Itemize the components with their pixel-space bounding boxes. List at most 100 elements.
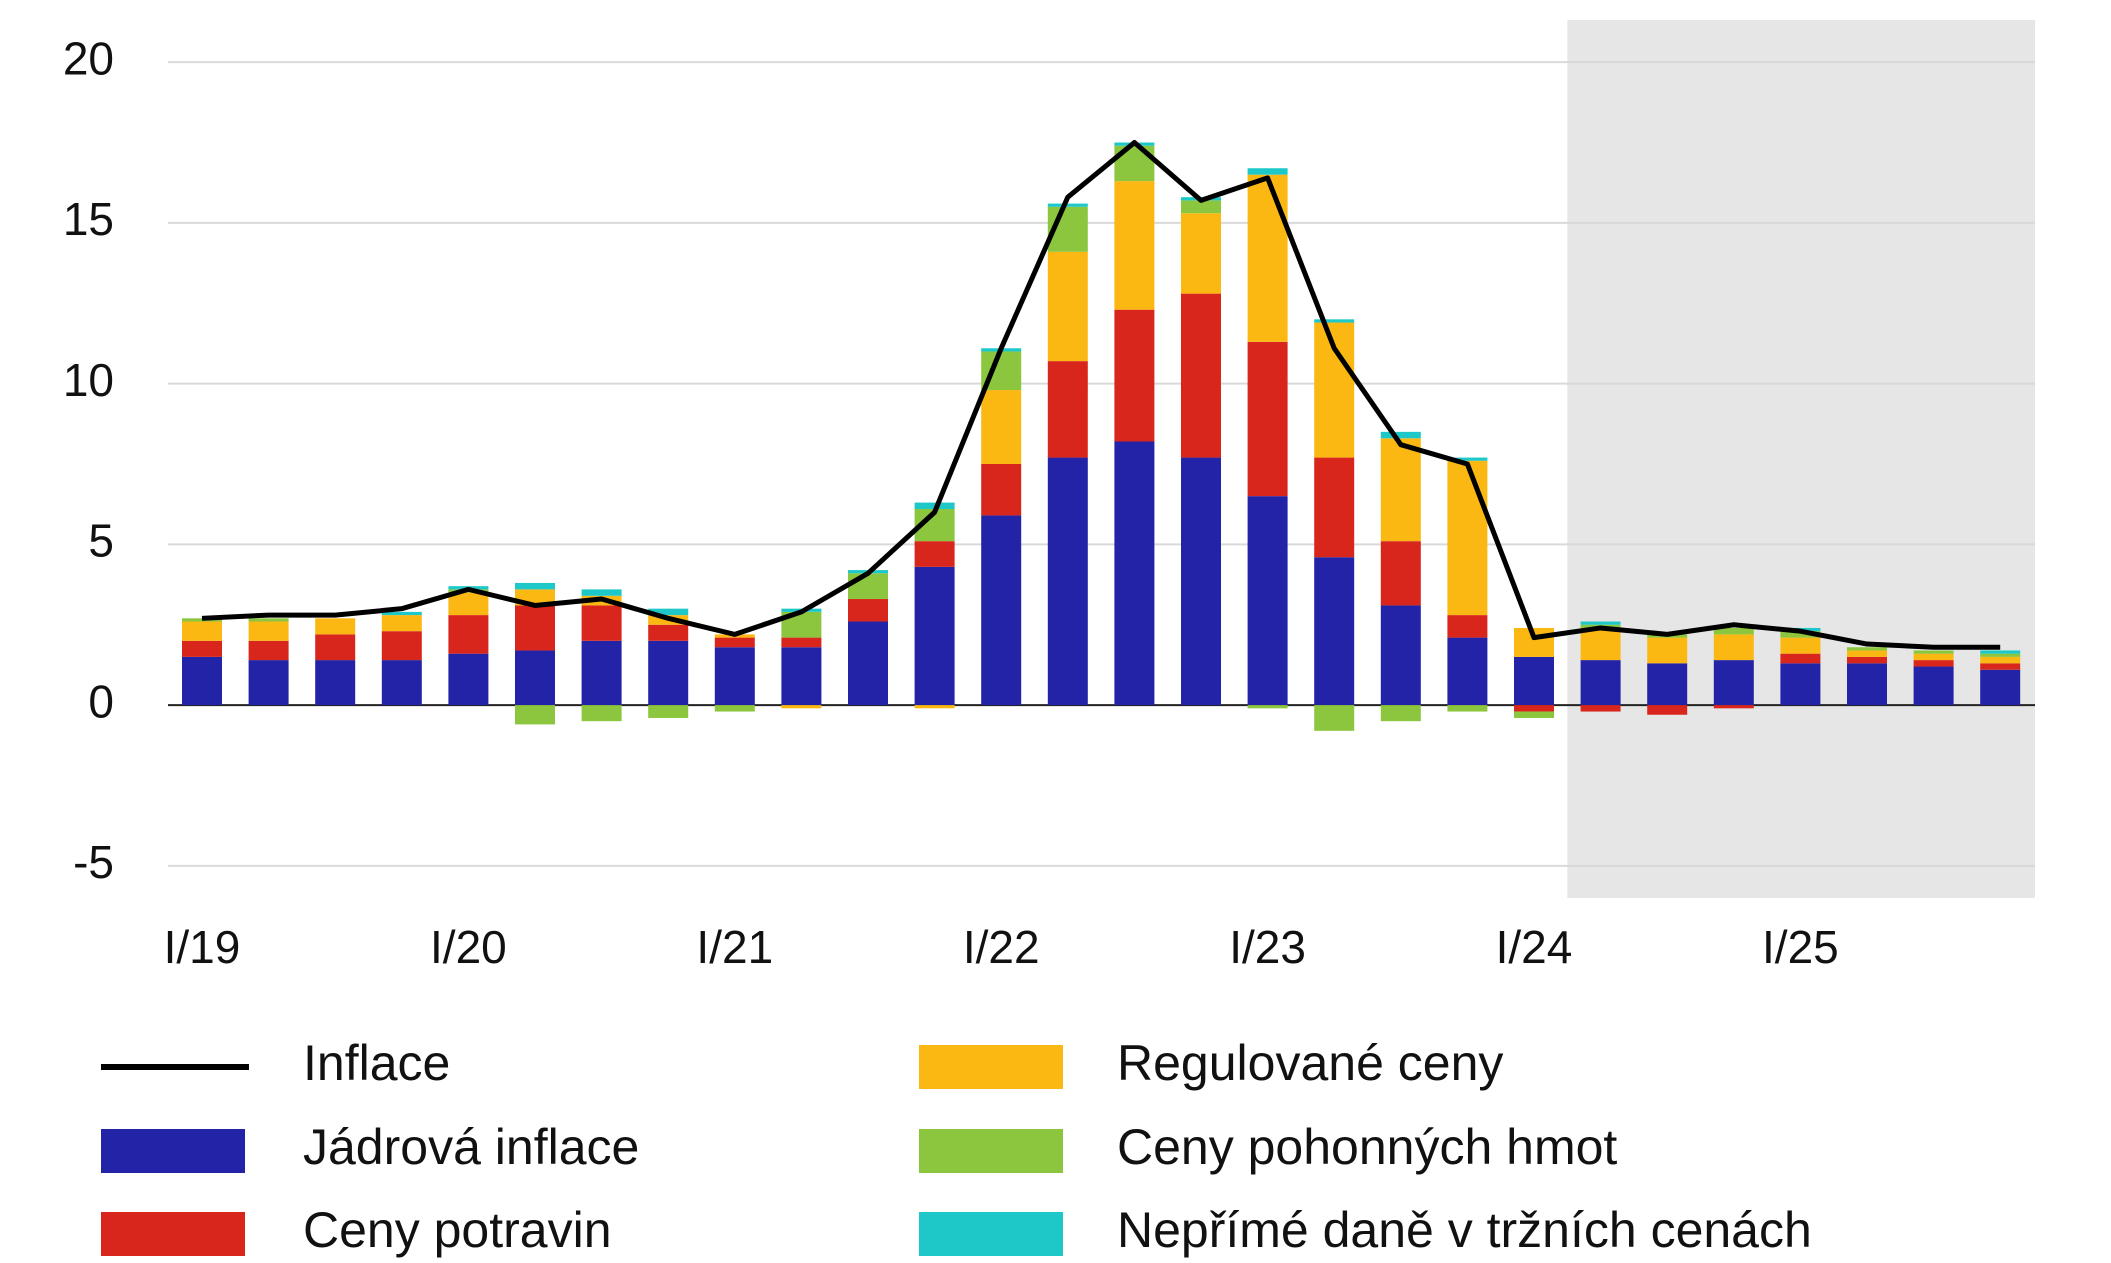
bar-segment — [781, 637, 822, 648]
bar-segment — [1913, 660, 1954, 667]
x-tick-label: I/24 — [1496, 921, 1573, 973]
legend-swatch — [919, 1212, 1063, 1256]
bar-segment — [1713, 627, 1754, 635]
legend-swatch — [101, 1212, 245, 1256]
bar-segment — [1181, 200, 1221, 214]
x-tick-label: I/21 — [696, 921, 773, 973]
bar-segment — [1913, 666, 1954, 706]
bar-segment — [1314, 557, 1355, 706]
bar-segment — [648, 705, 689, 718]
bar-segment — [1713, 705, 1754, 709]
bar-segment — [1514, 656, 1554, 706]
bar-segment — [1980, 669, 2021, 706]
bar-segment — [1181, 213, 1221, 294]
bar-segment — [182, 640, 222, 657]
bar-segment — [1114, 309, 1155, 442]
legend-label: Ceny potravin — [303, 1202, 612, 1258]
bar-segment — [1380, 605, 1421, 706]
bar-segment — [248, 621, 289, 641]
bar-segment — [1047, 203, 1088, 207]
bar-segment — [1447, 615, 1488, 638]
x-tick-label: I/25 — [1762, 921, 1839, 973]
bar-segment — [848, 573, 888, 600]
bar-segment — [1580, 705, 1621, 712]
bar-segment — [914, 541, 955, 567]
bar-segment — [981, 464, 1022, 516]
bar-segment — [1647, 663, 1688, 706]
y-tick-label: 10 — [63, 354, 114, 406]
bar-segment — [1713, 660, 1754, 706]
bar-segment — [1047, 251, 1088, 362]
bar-segment — [648, 608, 689, 616]
bar-segment — [1181, 457, 1221, 706]
legend-label: Inflace — [303, 1035, 450, 1091]
bar-segment — [1247, 496, 1288, 706]
bar-segment — [1780, 663, 1821, 706]
bar-segment — [981, 390, 1022, 464]
bar-segment — [1380, 438, 1421, 542]
bar-segment — [1314, 319, 1355, 323]
bar-segment — [1780, 631, 1821, 638]
bar-segment — [1247, 705, 1288, 709]
bar-segment — [1847, 647, 1887, 651]
bar-segment — [1114, 441, 1155, 706]
bar-segment — [1447, 457, 1488, 461]
bar-segment — [1247, 168, 1288, 175]
bar-segment — [1847, 656, 1887, 664]
bar-segment — [914, 566, 955, 706]
bar-segment — [1314, 457, 1355, 558]
bar-segment — [1447, 705, 1488, 712]
y-tick-label: 5 — [88, 515, 114, 567]
bar-segment — [1980, 650, 2021, 654]
bar-segment — [248, 660, 289, 706]
bar-segment — [781, 647, 822, 706]
bar-segment — [448, 615, 489, 654]
bar-segment — [448, 592, 489, 616]
bar-segment — [1447, 637, 1488, 706]
bar-segment — [1580, 627, 1621, 661]
bar-segment — [714, 705, 755, 712]
bar-segment — [315, 660, 356, 706]
bar-segment — [1047, 361, 1088, 458]
bar-segment — [1713, 634, 1754, 661]
bar-segment — [381, 615, 422, 632]
bar-segment — [1580, 621, 1621, 625]
bar-segment — [1247, 341, 1288, 497]
bar-segment — [1514, 705, 1554, 712]
bar-segment — [848, 599, 888, 622]
bar-segment — [515, 582, 555, 590]
y-tick-label: -5 — [73, 836, 114, 888]
bar-segment — [182, 621, 222, 641]
bar-segment — [1647, 705, 1688, 715]
x-tick-label: I/22 — [963, 921, 1040, 973]
bar-segment — [714, 647, 755, 706]
bar-segment — [1847, 663, 1887, 706]
bar-segment — [581, 605, 622, 641]
bar-segment — [515, 605, 555, 651]
line — [201, 140, 2001, 650]
bar-segment — [1847, 650, 1887, 657]
bar-segment — [315, 634, 356, 661]
legend-swatch — [919, 1129, 1063, 1173]
x-tick-label: I/23 — [1229, 921, 1306, 973]
bar-segment — [1247, 174, 1288, 342]
legend-label: Jádrová inflace — [303, 1119, 639, 1175]
bar-segment — [1780, 637, 1821, 654]
bar-segment — [1780, 653, 1821, 664]
bar-segment — [515, 705, 555, 725]
legend-swatch — [919, 1045, 1063, 1089]
bar-segment — [1380, 431, 1421, 439]
bar-segment — [781, 705, 822, 709]
bar-segment — [1980, 653, 2021, 657]
legend-label: Ceny pohonných hmot — [1117, 1119, 1617, 1175]
legend-label: Regulované ceny — [1117, 1035, 1503, 1091]
bar-segment — [848, 621, 888, 706]
y-tick-label: 0 — [88, 675, 114, 727]
legend-label: Nepřímé daně v tržních cenách — [1117, 1202, 1812, 1258]
bar-segment — [515, 650, 555, 706]
bar-segment — [1181, 293, 1221, 458]
bar-segment — [1514, 711, 1554, 718]
bar-segment — [381, 660, 422, 706]
legend-swatch — [101, 1129, 245, 1173]
bar-segment — [448, 653, 489, 706]
